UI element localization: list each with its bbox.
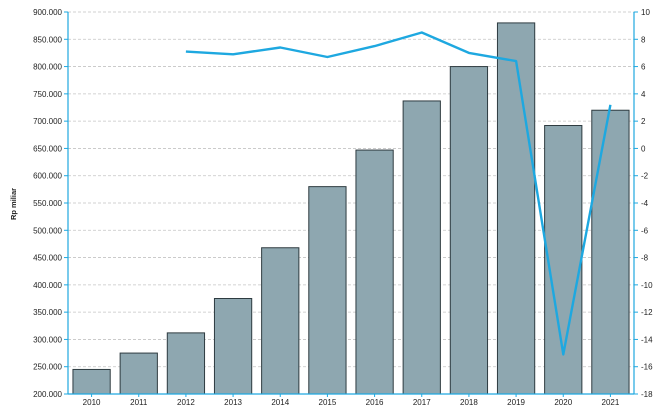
- y-tick-label: 350.000: [33, 308, 62, 317]
- x-tick-label: 2021: [602, 398, 620, 407]
- y-tick-label: 700.000: [33, 117, 62, 126]
- x-tick-label: 2020: [554, 398, 572, 407]
- left-axis-ticks: 200.000 250.000 300.000 350.000 400.000 450.0…: [33, 8, 68, 399]
- y-tick-label: 250.000: [33, 363, 62, 372]
- bar: [72, 368, 111, 395]
- x-tick-label: 2013: [224, 398, 242, 407]
- x-tick-label: 2018: [460, 398, 478, 407]
- y2-tick-label: -18: [641, 390, 653, 399]
- bar: [213, 298, 253, 395]
- y-tick-label: 600.000: [33, 172, 62, 181]
- y-axis-label: Rp miliar: [9, 188, 18, 220]
- y-tick-label: 550.000: [33, 199, 62, 208]
- bar: [591, 109, 630, 395]
- right-axis-ticks: -18 -16 -14 -12 -10 -8 -6 -4 -2 0 2 4 6 8 10: [634, 8, 653, 399]
- bar: [166, 332, 206, 395]
- bar: [402, 100, 441, 395]
- y2-tick-label: -2: [641, 172, 649, 181]
- y2-tick-label: 2: [641, 117, 646, 126]
- x-tick-label: 2012: [177, 398, 195, 407]
- x-tick-label: 2016: [366, 398, 384, 407]
- bar: [355, 149, 394, 395]
- x-tick-label: 2014: [271, 398, 289, 407]
- x-tick-label: 2019: [507, 398, 525, 407]
- x-tick-label: 2015: [319, 398, 337, 407]
- x-tick-label: 2011: [130, 398, 148, 407]
- bar: [119, 352, 158, 395]
- bar: [261, 247, 300, 395]
- y-tick-label: 850.000: [33, 35, 62, 44]
- y-tick-label: 650.000: [33, 144, 62, 153]
- y-tick-label: 200.000: [33, 390, 62, 399]
- x-tick-label: 2010: [83, 398, 101, 407]
- y-tick-label: 750.000: [33, 90, 62, 99]
- y-tick-label: 800.000: [33, 63, 62, 72]
- bar-series: [72, 22, 630, 395]
- y2-tick-label: -14: [641, 335, 653, 344]
- y2-tick-label: -8: [641, 254, 649, 263]
- y2-tick-label: -10: [641, 281, 653, 290]
- y2-tick-label: 0: [641, 144, 646, 153]
- line-series: [185, 31, 612, 356]
- y2-tick-label: -16: [641, 363, 653, 372]
- growth-line: [185, 31, 612, 356]
- bar: [308, 186, 347, 395]
- y2-tick-label: -12: [641, 308, 653, 317]
- y-tick-label: 900.000: [33, 8, 62, 17]
- y-tick-label: 450.000: [33, 254, 62, 263]
- y2-tick-label: -6: [641, 226, 649, 235]
- y-tick-label: 300.000: [33, 335, 62, 344]
- y2-tick-label: 8: [641, 35, 646, 44]
- y-tick-label: 500.000: [33, 226, 62, 235]
- x-tick-label: 2017: [413, 398, 431, 407]
- y2-tick-label: 6: [641, 63, 646, 72]
- y-tick-label: 400.000: [33, 281, 62, 290]
- y2-tick-label: -4: [641, 199, 649, 208]
- y2-tick-label: 10: [641, 8, 650, 17]
- bar: [496, 22, 536, 395]
- y2-tick-label: 4: [641, 90, 646, 99]
- x-axis-ticks: 2010 2011 2012 2013 2014 2015 2016 2017 2018 2019…: [83, 394, 620, 407]
- bar: [449, 66, 489, 395]
